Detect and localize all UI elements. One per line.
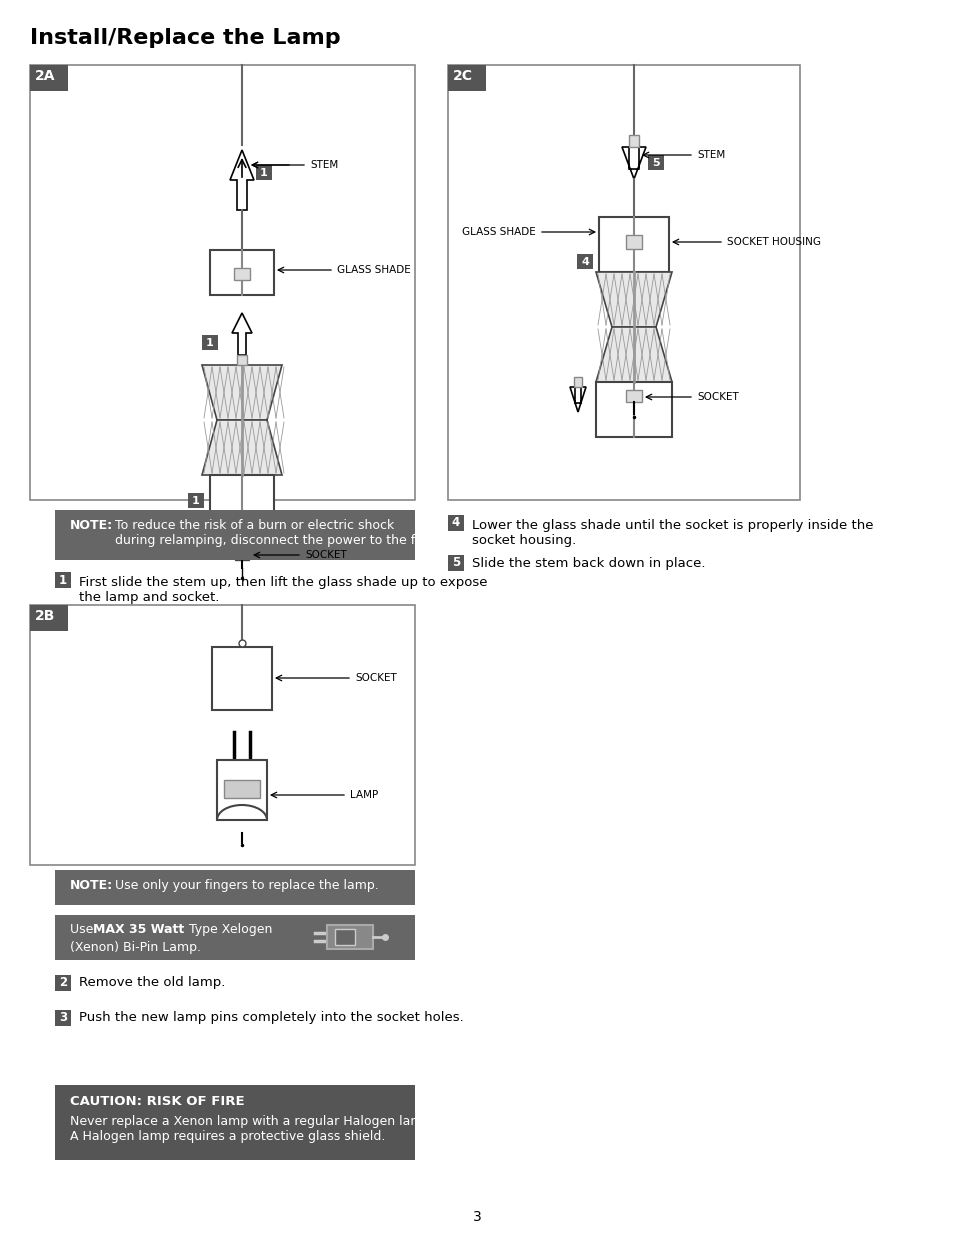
Bar	[598, 217, 668, 272]
Polygon shape	[230, 149, 253, 210]
Bar	[30, 605, 415, 864]
Bar	[55, 1086, 415, 1160]
Polygon shape	[596, 272, 671, 327]
Bar	[55, 974, 71, 990]
Text: Never replace a Xenon lamp with a regular Halogen lamp.
A Halogen lamp requires : Never replace a Xenon lamp with a regula…	[70, 1115, 434, 1144]
Text: 4: 4	[452, 516, 459, 530]
Bar	[335, 929, 355, 945]
Text: 2: 2	[59, 977, 67, 989]
Bar	[448, 555, 463, 571]
Text: SOCKET: SOCKET	[305, 550, 346, 559]
Text: GLASS SHADE: GLASS SHADE	[336, 266, 411, 275]
Text: Lower the glass shade until the socket is properly inside the
socket housing.: Lower the glass shade until the socket i…	[472, 519, 873, 547]
Text: Use only your fingers to replace the lamp.: Use only your fingers to replace the lam…	[115, 879, 378, 892]
Bar	[55, 915, 415, 960]
Bar	[212, 647, 272, 710]
Bar	[647, 156, 663, 170]
Bar	[234, 548, 249, 559]
Bar	[55, 869, 415, 905]
Bar	[55, 510, 415, 559]
Bar	[55, 1010, 71, 1026]
Bar	[448, 65, 485, 91]
Bar	[628, 135, 639, 147]
Text: To reduce the risk of a burn or electric shock
during relamping, disconnect the : To reduce the risk of a burn or electric…	[115, 519, 455, 547]
Polygon shape	[232, 312, 252, 354]
Polygon shape	[202, 420, 282, 475]
Text: Install/Replace the Lamp: Install/Replace the Lamp	[30, 28, 340, 48]
Text: NOTE:: NOTE:	[70, 879, 113, 892]
Polygon shape	[621, 147, 645, 179]
Text: GLASS SHADE: GLASS SHADE	[462, 227, 536, 237]
Text: 4: 4	[580, 257, 588, 267]
Bar	[210, 475, 274, 530]
Text: SOCKET: SOCKET	[355, 673, 396, 683]
Bar	[233, 268, 250, 280]
Text: CAUTION: RISK OF FIRE: CAUTION: RISK OF FIRE	[70, 1095, 244, 1108]
Bar	[625, 235, 641, 249]
Bar	[255, 165, 272, 180]
Polygon shape	[596, 327, 671, 382]
Text: 1: 1	[59, 573, 67, 587]
Bar	[236, 354, 247, 366]
Bar	[30, 65, 68, 91]
Text: 1: 1	[192, 495, 200, 505]
Text: STEM: STEM	[310, 161, 338, 170]
Bar	[30, 65, 415, 500]
Bar	[224, 781, 260, 798]
Bar	[448, 65, 800, 500]
Text: (Xenon) Bi-Pin Lamp.: (Xenon) Bi-Pin Lamp.	[70, 941, 201, 953]
Bar	[55, 572, 71, 588]
Bar	[625, 390, 641, 403]
Bar	[210, 249, 274, 295]
Bar	[188, 493, 204, 508]
Bar	[202, 335, 218, 350]
Text: 3: 3	[59, 1011, 67, 1025]
Bar	[577, 254, 593, 269]
Text: 5: 5	[452, 557, 459, 569]
Bar	[216, 760, 267, 820]
Text: 1: 1	[260, 168, 268, 178]
Text: Remove the old lamp.: Remove the old lamp.	[79, 977, 225, 989]
Text: STEM: STEM	[697, 149, 724, 161]
Text: Type Xelogen: Type Xelogen	[185, 923, 273, 936]
Text: MAX 35 Watt: MAX 35 Watt	[92, 923, 184, 936]
Text: SOCKET: SOCKET	[697, 391, 738, 403]
Text: Slide the stem back down in place.: Slide the stem back down in place.	[472, 557, 705, 569]
Text: SOCKET HOUSING: SOCKET HOUSING	[726, 237, 821, 247]
Bar	[448, 515, 463, 531]
Text: 1: 1	[206, 337, 213, 347]
Polygon shape	[569, 387, 585, 412]
Bar	[327, 925, 373, 948]
Text: First slide the stem up, then lift the glass shade up to expose
the lamp and soc: First slide the stem up, then lift the g…	[79, 576, 487, 604]
Text: 2A: 2A	[35, 69, 55, 83]
Text: NOTE:: NOTE:	[70, 519, 113, 532]
Text: 2B: 2B	[35, 609, 55, 622]
Text: Push the new lamp pins completely into the socket holes.: Push the new lamp pins completely into t…	[79, 1011, 463, 1025]
Bar	[30, 605, 68, 631]
Text: 5: 5	[652, 158, 659, 168]
Polygon shape	[202, 366, 282, 420]
Text: LAMP: LAMP	[350, 790, 377, 800]
Text: Use: Use	[70, 923, 97, 936]
Bar	[574, 377, 581, 387]
Text: 3: 3	[472, 1210, 481, 1224]
Text: 2C: 2C	[453, 69, 473, 83]
Bar	[596, 382, 671, 437]
